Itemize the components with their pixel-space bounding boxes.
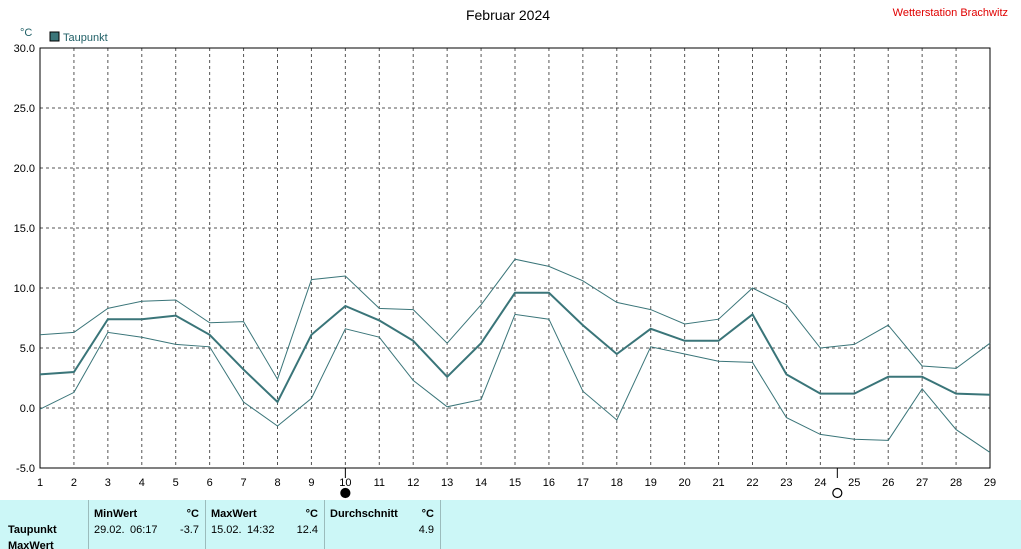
- new-moon-icon: [340, 487, 351, 499]
- x-tick-label: 13: [441, 477, 453, 489]
- min-header: MinWert: [94, 508, 138, 520]
- max-unit: °C: [305, 508, 318, 520]
- y-axis-unit: °C: [20, 27, 32, 39]
- max-date: 15.02.: [211, 524, 242, 536]
- y-tick-labels: -5.0 0.0 5.0 10.0 15.0 20.0 25.0 30.0: [14, 43, 35, 475]
- grid: [40, 48, 990, 468]
- column-separator: [324, 500, 325, 549]
- series-lines: [39, 258, 991, 453]
- x-tick-label: 8: [274, 477, 280, 489]
- x-tick-labels: 1 2 3 4 5 6 7 8 9 10 11 12 13 14 15 16 17 18 19 20 21 22 23 24 2…: [37, 477, 996, 489]
- chart-title: Februar 2024: [466, 7, 550, 23]
- y-tick-label: 15.0: [14, 223, 35, 235]
- legend-label: Taupunkt: [63, 32, 108, 44]
- average-value: 4.9: [418, 524, 434, 536]
- series-line-dewpoint: [39, 291, 991, 404]
- x-tick-label: 22: [746, 477, 758, 489]
- x-tick-label: 9: [308, 477, 314, 489]
- station-name: Wetterstation Brachwitz: [893, 7, 1008, 19]
- x-tick-label: 24: [814, 477, 826, 489]
- y-tick-label: 30.0: [14, 43, 35, 55]
- x-tick-label: 1: [37, 477, 43, 489]
- full-moon-icon: [832, 487, 843, 499]
- x-tick-label: 6: [207, 477, 213, 489]
- x-tick-label: 20: [679, 477, 691, 489]
- min-time: 06:17: [130, 524, 158, 536]
- x-tick-label: 26: [882, 477, 894, 489]
- moon-phase-markers: [340, 468, 843, 499]
- x-tick-label: 12: [407, 477, 419, 489]
- min-unit: °C: [186, 508, 199, 520]
- x-tick-label: 29: [984, 477, 996, 489]
- y-tick-label: 10.0: [14, 283, 35, 295]
- dewpoint-chart: Februar 2024 Wetterstation Brachwitz °C …: [14, 7, 1008, 499]
- x-tick-label: 4: [139, 477, 145, 489]
- average-header: Durchschnitt: [330, 508, 398, 520]
- series-line-daily-max: [39, 258, 991, 381]
- column-separator: [440, 500, 441, 549]
- row-label-maxwert: MaxWert: [8, 540, 54, 549]
- plot-border: [39, 47, 991, 469]
- x-tick-label: 11: [374, 477, 385, 489]
- x-tick-label: 2: [71, 477, 77, 489]
- series-line-daily-min: [39, 313, 991, 453]
- x-tick-label: 7: [241, 477, 247, 489]
- min-value: -3.7: [180, 524, 199, 536]
- x-tick-label: 28: [950, 477, 962, 489]
- x-tick-label: 15: [509, 477, 521, 489]
- x-tick-label: 3: [105, 477, 111, 489]
- x-tick-label: 16: [543, 477, 555, 489]
- max-header: MaxWert: [211, 508, 257, 520]
- max-column: MaxWert °C 15.02. 14:32 12.4: [205, 500, 324, 549]
- x-tick-label: 27: [916, 477, 928, 489]
- y-tick-label: 0.0: [20, 403, 35, 415]
- x-tick-label: 18: [611, 477, 623, 489]
- x-tick-label: 25: [848, 477, 860, 489]
- y-tick-label: 25.0: [14, 103, 35, 115]
- y-tick-label: 20.0: [14, 163, 35, 175]
- max-time: 14:32: [247, 524, 275, 536]
- row-label-dewpoint: Taupunkt: [8, 524, 57, 536]
- x-tick-label: 19: [645, 477, 657, 489]
- min-date: 29.02.: [94, 524, 125, 536]
- x-tick-label: 14: [475, 477, 487, 489]
- x-tick-label: 10: [339, 477, 351, 489]
- column-separator: [205, 500, 206, 549]
- statistics-panel: Taupunkt MaxWert MinWert °C 29.02. 06:17…: [0, 500, 1021, 549]
- plot-frame: [39, 47, 991, 469]
- max-value: 12.4: [296, 524, 318, 536]
- x-tick-label: 17: [577, 477, 589, 489]
- legend-swatch: [49, 31, 60, 42]
- column-separator: [88, 500, 89, 549]
- y-tick-label: -5.0: [16, 463, 35, 475]
- average-unit: °C: [421, 508, 434, 520]
- min-column: MinWert °C 29.02. 06:17 -3.7: [88, 500, 205, 549]
- x-tick-label: 5: [173, 477, 179, 489]
- average-column: Durchschnitt °C 4.9: [324, 500, 440, 549]
- x-tick-label: 23: [780, 477, 792, 489]
- x-tick-label: 21: [712, 477, 724, 489]
- y-tick-label: 5.0: [20, 343, 35, 355]
